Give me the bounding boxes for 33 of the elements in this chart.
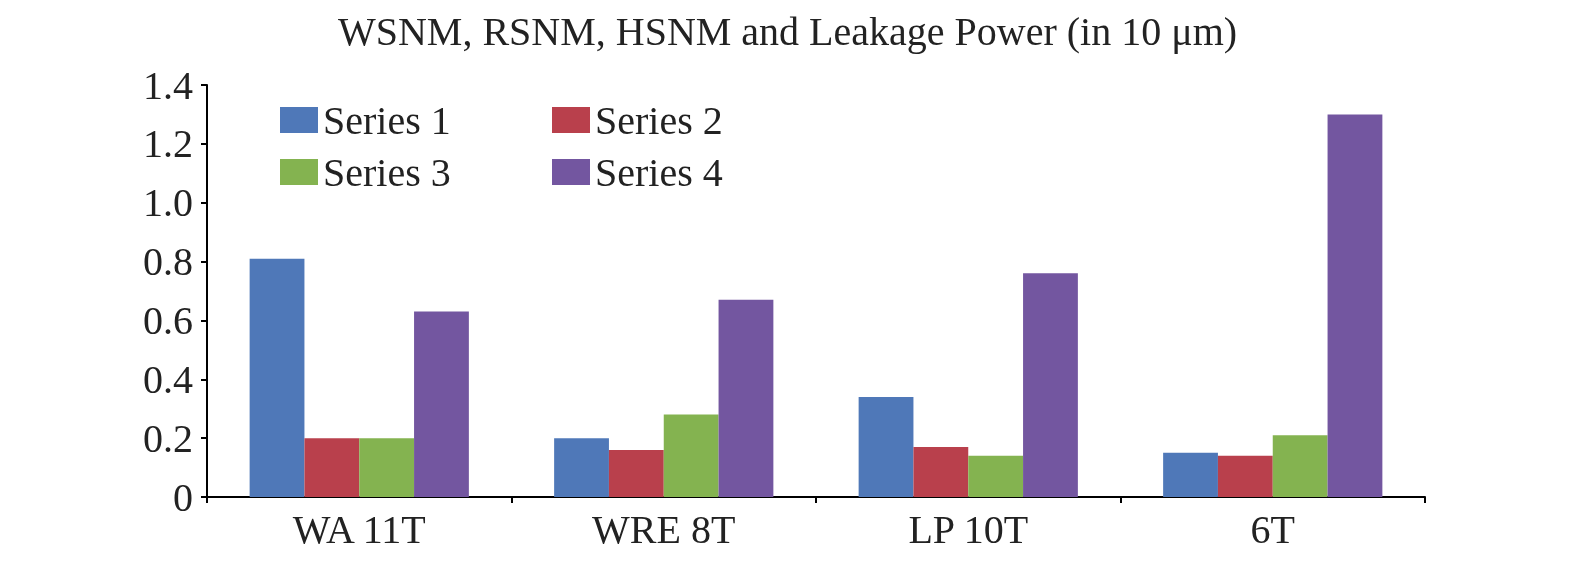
bar — [858, 396, 914, 497]
bar — [1023, 273, 1078, 497]
y-tick-label: 0 — [173, 474, 193, 520]
bar — [913, 446, 969, 497]
bar — [359, 438, 415, 497]
chart-title: WSNM, RSNM, HSNM and Leakage Power (in 10 μm) — [337, 8, 1238, 54]
bar — [304, 438, 360, 497]
bar — [608, 449, 664, 497]
y-tick-label: 1.2 — [143, 121, 193, 167]
bar — [1327, 114, 1383, 497]
bar — [1272, 435, 1328, 497]
x-tick-label: 6T — [1250, 506, 1295, 552]
bar — [968, 455, 1024, 497]
bar — [554, 438, 609, 497]
x-tick-label: WRE 8T — [592, 506, 736, 552]
y-tick-label: 0.4 — [143, 356, 193, 402]
legend-label: Series 3 — [323, 149, 451, 195]
bar — [663, 414, 719, 497]
y-tick-label: 0.6 — [143, 297, 193, 343]
legend-label: Series 1 — [323, 97, 451, 143]
x-tick-label: WA 11T — [292, 506, 426, 552]
bar — [249, 258, 305, 497]
legend-label: Series 4 — [595, 149, 723, 195]
bar — [414, 311, 469, 497]
y-tick-label: 0.2 — [143, 415, 193, 461]
legend-label: Series 2 — [595, 97, 723, 143]
bar — [718, 299, 774, 497]
bar — [1163, 452, 1218, 497]
y-tick-label: 1.0 — [143, 180, 193, 226]
y-tick-label: 0.8 — [143, 239, 193, 285]
y-tick-label: 1.4 — [143, 62, 193, 108]
bar — [1217, 455, 1273, 497]
x-tick-label: LP 10T — [908, 506, 1029, 552]
